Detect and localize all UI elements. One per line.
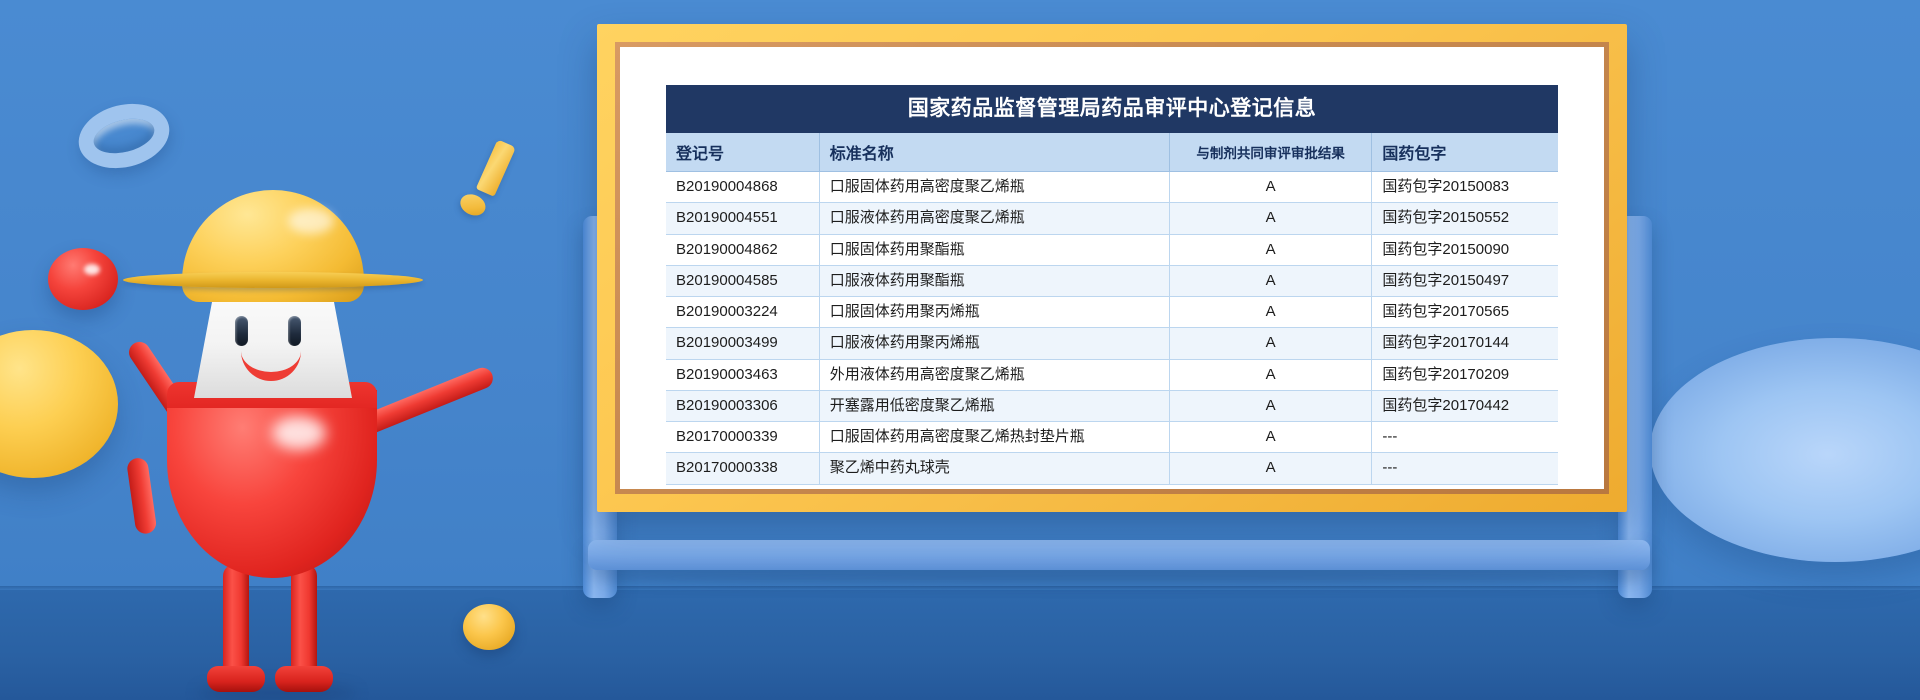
cell-reg-no: B20190004862: [666, 234, 820, 266]
cell-code: 国药包字20170442: [1371, 390, 1558, 423]
table-row: B20190004551 口服液体药用高密度聚乙烯瓶 A 国药包字20150552: [666, 202, 1558, 235]
table-head: 登记号 标准名称 与制剂共同审评审批结果 国药包字: [666, 133, 1558, 173]
table-row: B20170000339 口服固体药用高密度聚乙烯热封垫片瓶 A ---: [666, 421, 1558, 454]
cell-standard-name: 口服液体药用聚酯瓶: [819, 265, 1170, 298]
table-body: B20190004868 口服固体药用高密度聚乙烯瓶 A 国药包字20150083 B2…: [666, 171, 1558, 485]
cell-standard-name: 口服液体药用高密度聚乙烯瓶: [819, 202, 1170, 235]
cell-code: ---: [1371, 452, 1558, 485]
capsule-mascot: [105, 168, 497, 700]
red-sphere-icon: [48, 248, 118, 310]
mascot-body: [167, 390, 377, 578]
cell-result: A: [1169, 359, 1373, 391]
cell-code: 国药包字20150090: [1371, 234, 1558, 266]
cell-code: 国药包字20170565: [1371, 296, 1558, 329]
cell-standard-name: 外用液体药用高密度聚乙烯瓶: [819, 359, 1170, 391]
cell-standard-name: 口服固体药用聚丙烯瓶: [819, 296, 1170, 329]
cell-code: 国药包字20150552: [1371, 202, 1558, 235]
table-row: B20190003224 口服固体药用聚丙烯瓶 A 国药包字20170565: [666, 296, 1558, 329]
yellow-sphere-small-icon: [463, 604, 515, 650]
table-row: B20190003463 外用液体药用高密度聚乙烯瓶 A 国药包字20170209: [666, 359, 1558, 391]
table-row: B20190003499 口服液体药用聚丙烯瓶 A 国药包字20170144: [666, 327, 1558, 360]
cell-reg-no: B20170000339: [666, 421, 820, 454]
cell-standard-name: 开塞露用低密度聚乙烯瓶: [819, 390, 1170, 423]
billboard-rail: [588, 540, 1650, 570]
cell-reg-no: B20170000338: [666, 452, 820, 485]
cell-reg-no: B20190003224: [666, 296, 820, 329]
cell-result: A: [1169, 265, 1373, 298]
mascot-eye-left: [235, 316, 248, 346]
table-row: B20190004868 口服固体药用高密度聚乙烯瓶 A 国药包字20150083: [666, 171, 1558, 204]
cell-result: A: [1169, 202, 1373, 235]
table-row: B20170000338 聚乙烯中药丸球壳 A ---: [666, 452, 1558, 485]
mascot-foot-right: [275, 666, 333, 692]
cell-standard-name: 口服固体药用高密度聚乙烯热封垫片瓶: [819, 421, 1170, 454]
cell-code: 国药包字20150083: [1371, 171, 1558, 204]
cell-result: A: [1169, 296, 1373, 329]
cell-result: A: [1169, 327, 1373, 360]
cell-reg-no: B20190003499: [666, 327, 820, 360]
billboard-panel: 国家药品监督管理局药品审评中心登记信息 登记号 标准名称 与制剂共同审评审批结果: [620, 47, 1604, 489]
column-header-code: 国药包字: [1371, 133, 1558, 173]
column-header-reg-no: 登记号: [666, 133, 820, 173]
mascot-mouth: [241, 348, 301, 381]
table-row: B20190004585 口服液体药用聚酯瓶 A 国药包字20150497: [666, 265, 1558, 298]
cell-reg-no: B20190003306: [666, 390, 820, 423]
cell-standard-name: 聚乙烯中药丸球壳: [819, 452, 1170, 485]
cell-code: ---: [1371, 421, 1558, 454]
billboard-frame: 国家药品监督管理局药品审评中心登记信息 登记号 标准名称 与制剂共同审评审批结果: [597, 24, 1627, 512]
document-title: 国家药品监督管理局药品审评中心登记信息: [666, 85, 1558, 134]
cell-reg-no: B20190004551: [666, 202, 820, 235]
column-header-standard-name: 标准名称: [819, 133, 1170, 173]
table-row: B20190004862 口服固体药用聚酯瓶 A 国药包字20150090: [666, 234, 1558, 266]
cell-standard-name: 口服固体药用聚酯瓶: [819, 234, 1170, 266]
cell-code: 国药包字20170209: [1371, 359, 1558, 391]
cell-reg-no: B20190003463: [666, 359, 820, 391]
mascot-forearm-left: [126, 456, 158, 535]
mascot-eye-right: [288, 316, 301, 346]
cell-standard-name: 口服固体药用高密度聚乙烯瓶: [819, 171, 1170, 204]
mascot-hat-brim: [123, 272, 423, 288]
cell-code: 国药包字20150497: [1371, 265, 1558, 298]
cell-result: A: [1169, 234, 1373, 266]
registration-table: 登记号 标准名称 与制剂共同审评审批结果 国药包字 B20190004868 口服…: [666, 133, 1558, 485]
cell-result: A: [1169, 452, 1373, 485]
floor-edge: [0, 586, 1920, 592]
mascot-leg-left: [223, 564, 249, 680]
cell-standard-name: 口服液体药用聚丙烯瓶: [819, 327, 1170, 360]
cell-code: 国药包字20170144: [1371, 327, 1558, 360]
mascot-foot-left: [207, 666, 265, 692]
cell-result: A: [1169, 390, 1373, 423]
mascot-leg-right: [291, 564, 317, 680]
billboard-bevel: 国家药品监督管理局药品审评中心登记信息 登记号 标准名称 与制剂共同审评审批结果: [615, 42, 1609, 494]
cell-result: A: [1169, 421, 1373, 454]
rail-shadow: [600, 570, 1640, 586]
column-header-result: 与制剂共同审评审批结果: [1169, 133, 1373, 173]
cell-result: A: [1169, 171, 1373, 204]
table-header-row: 登记号 标准名称 与制剂共同审评审批结果 国药包字: [666, 133, 1558, 173]
table-row: B20190003306 开塞露用低密度聚乙烯瓶 A 国药包字20170442: [666, 390, 1558, 423]
cell-reg-no: B20190004868: [666, 171, 820, 204]
cell-reg-no: B20190004585: [666, 265, 820, 298]
